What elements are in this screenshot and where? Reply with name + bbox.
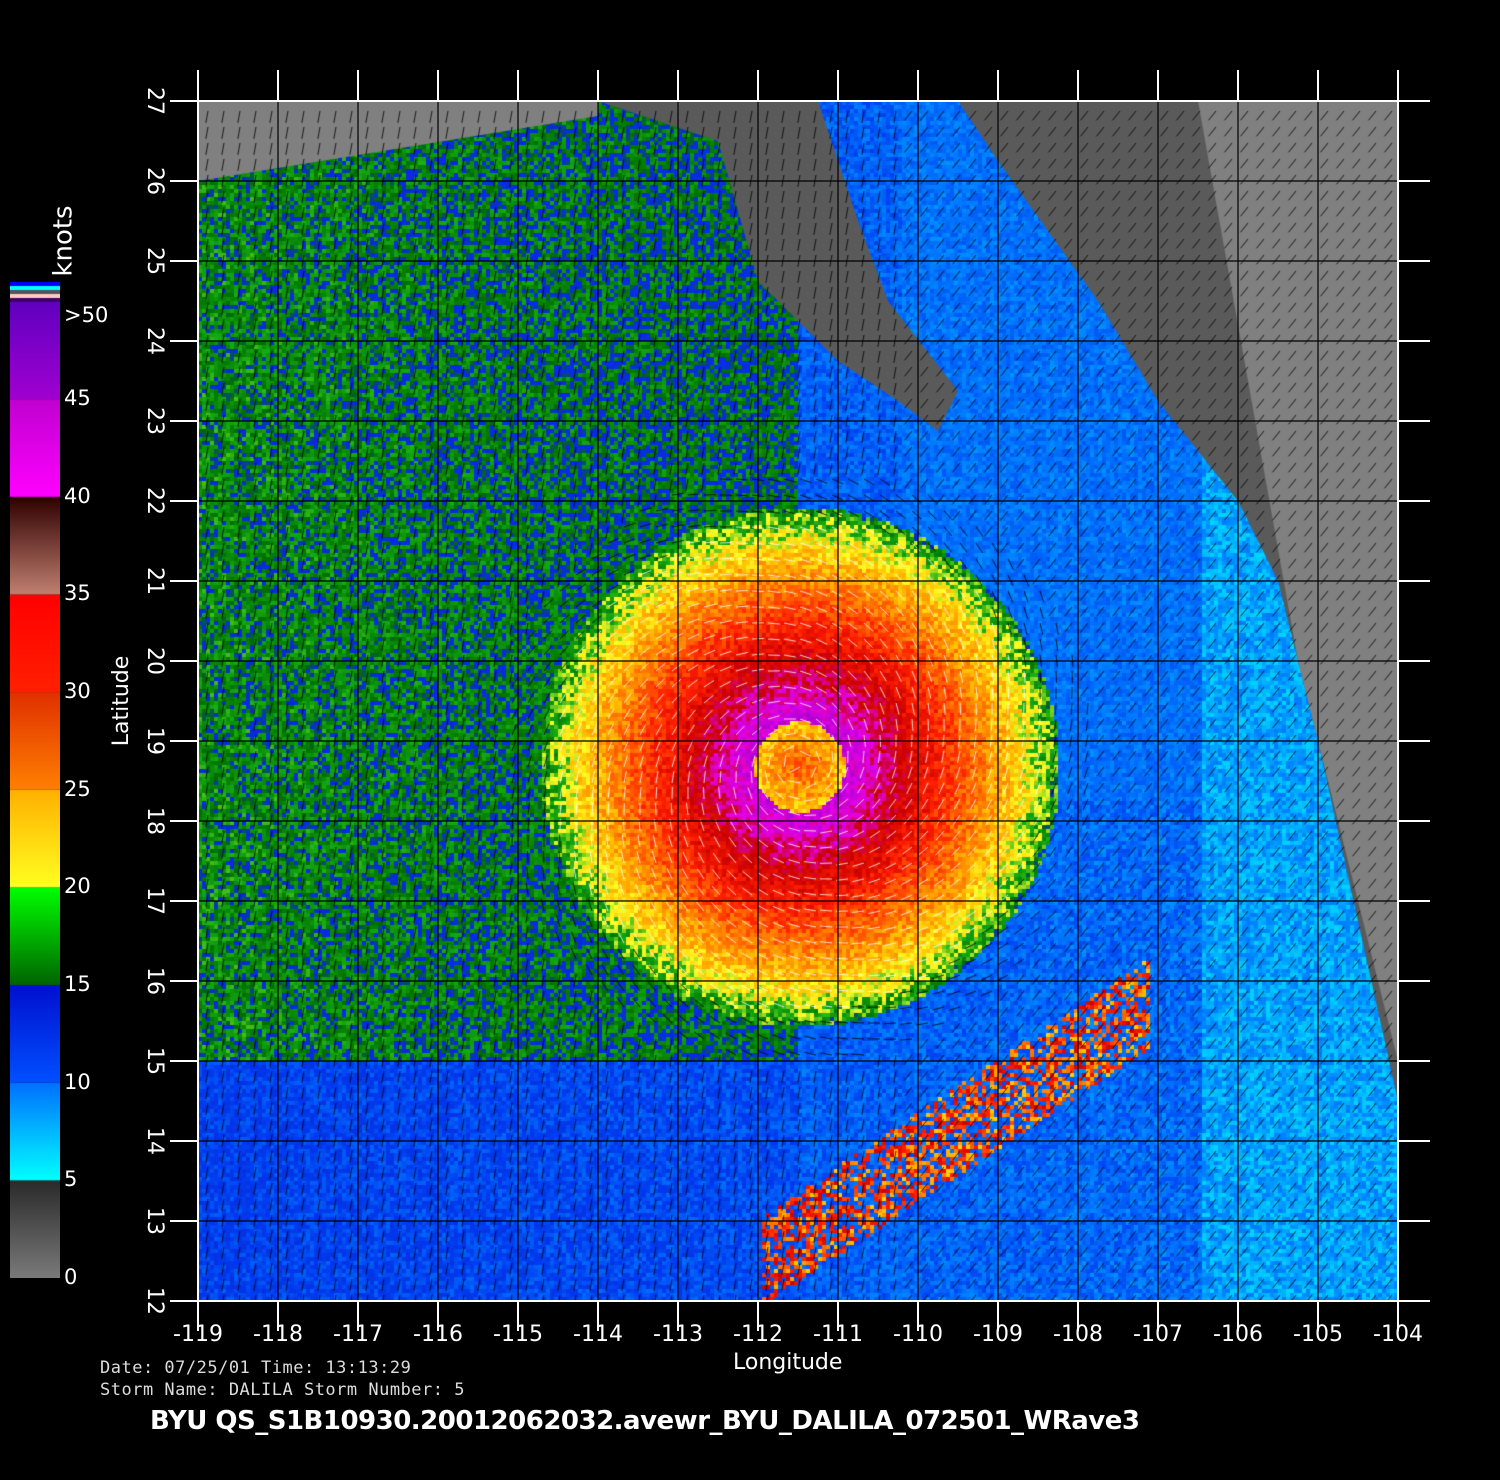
lat-tick-label: 25 bbox=[142, 247, 167, 275]
lon-tick-label: -111 bbox=[813, 1322, 863, 1347]
lon-tick-label: -115 bbox=[493, 1322, 543, 1347]
lat-tick-label: 20 bbox=[142, 647, 167, 675]
lat-tick-label: 15 bbox=[142, 1047, 167, 1075]
colorbar bbox=[10, 282, 60, 1278]
lon-tick-label: -114 bbox=[573, 1322, 623, 1347]
product-title: BYU QS_S1B10930.20012062032.avewr_BYU_DA… bbox=[150, 1406, 1140, 1436]
lon-tick-label: -108 bbox=[1053, 1322, 1103, 1347]
lon-tick-label: -110 bbox=[893, 1322, 943, 1347]
colorbar-label: 45 bbox=[64, 386, 91, 411]
lat-tick-label: 13 bbox=[142, 1207, 167, 1235]
lat-tick-label: 23 bbox=[142, 407, 167, 435]
plot-frame bbox=[197, 100, 1399, 1302]
lon-tick-label: -117 bbox=[333, 1322, 383, 1347]
lat-tick-label: 27 bbox=[142, 87, 167, 115]
lat-tick-label: 19 bbox=[142, 727, 167, 755]
lat-tick-label: 16 bbox=[142, 967, 167, 995]
lon-tick-label: -107 bbox=[1133, 1322, 1183, 1347]
colorbar-label: 15 bbox=[64, 972, 91, 997]
colorbar-unit: knots bbox=[48, 205, 79, 277]
lon-tick-label: -116 bbox=[413, 1322, 463, 1347]
lon-tick-label: -106 bbox=[1213, 1322, 1263, 1347]
lat-tick-label: 14 bbox=[142, 1127, 167, 1155]
wind-speed-map bbox=[198, 101, 1398, 1301]
lon-tick-label: -105 bbox=[1293, 1322, 1343, 1347]
colorbar-label: 0 bbox=[64, 1265, 78, 1289]
colorbar-label: >50 bbox=[64, 302, 109, 327]
colorbar-label: 20 bbox=[64, 874, 91, 899]
lat-tick-label: 24 bbox=[142, 327, 167, 355]
lon-tick-label: -112 bbox=[733, 1322, 783, 1347]
storm-info-text: Storm Name: DALILA Storm Number: 5 bbox=[100, 1380, 465, 1400]
lat-tick-label: 21 bbox=[142, 567, 167, 595]
lon-tick-label: -119 bbox=[173, 1322, 223, 1347]
y-axis-label: Latitude bbox=[109, 655, 134, 747]
lon-tick-label: -104 bbox=[1373, 1322, 1423, 1347]
lat-tick-label: 26 bbox=[142, 167, 167, 195]
colorbar-label: 10 bbox=[64, 1069, 91, 1094]
x-axis-label: Longitude bbox=[733, 1350, 843, 1375]
lat-tick-label: 22 bbox=[142, 487, 167, 515]
lon-tick-label: -109 bbox=[973, 1322, 1023, 1347]
colorbar-label: 5 bbox=[64, 1167, 78, 1192]
colorbar-label: 30 bbox=[64, 679, 91, 704]
colorbar-label: 40 bbox=[64, 483, 91, 508]
colorbar-label: 35 bbox=[64, 581, 91, 606]
colorbar-label: 25 bbox=[64, 776, 91, 801]
lat-tick-label: 12 bbox=[142, 1287, 167, 1315]
date-time-text: Date: 07/25/01 Time: 13:13:29 bbox=[100, 1358, 412, 1378]
lon-tick-label: -118 bbox=[253, 1322, 303, 1347]
lat-tick-label: 18 bbox=[142, 807, 167, 835]
lat-tick-label: 17 bbox=[142, 887, 167, 915]
lon-tick-label: -113 bbox=[653, 1322, 703, 1347]
